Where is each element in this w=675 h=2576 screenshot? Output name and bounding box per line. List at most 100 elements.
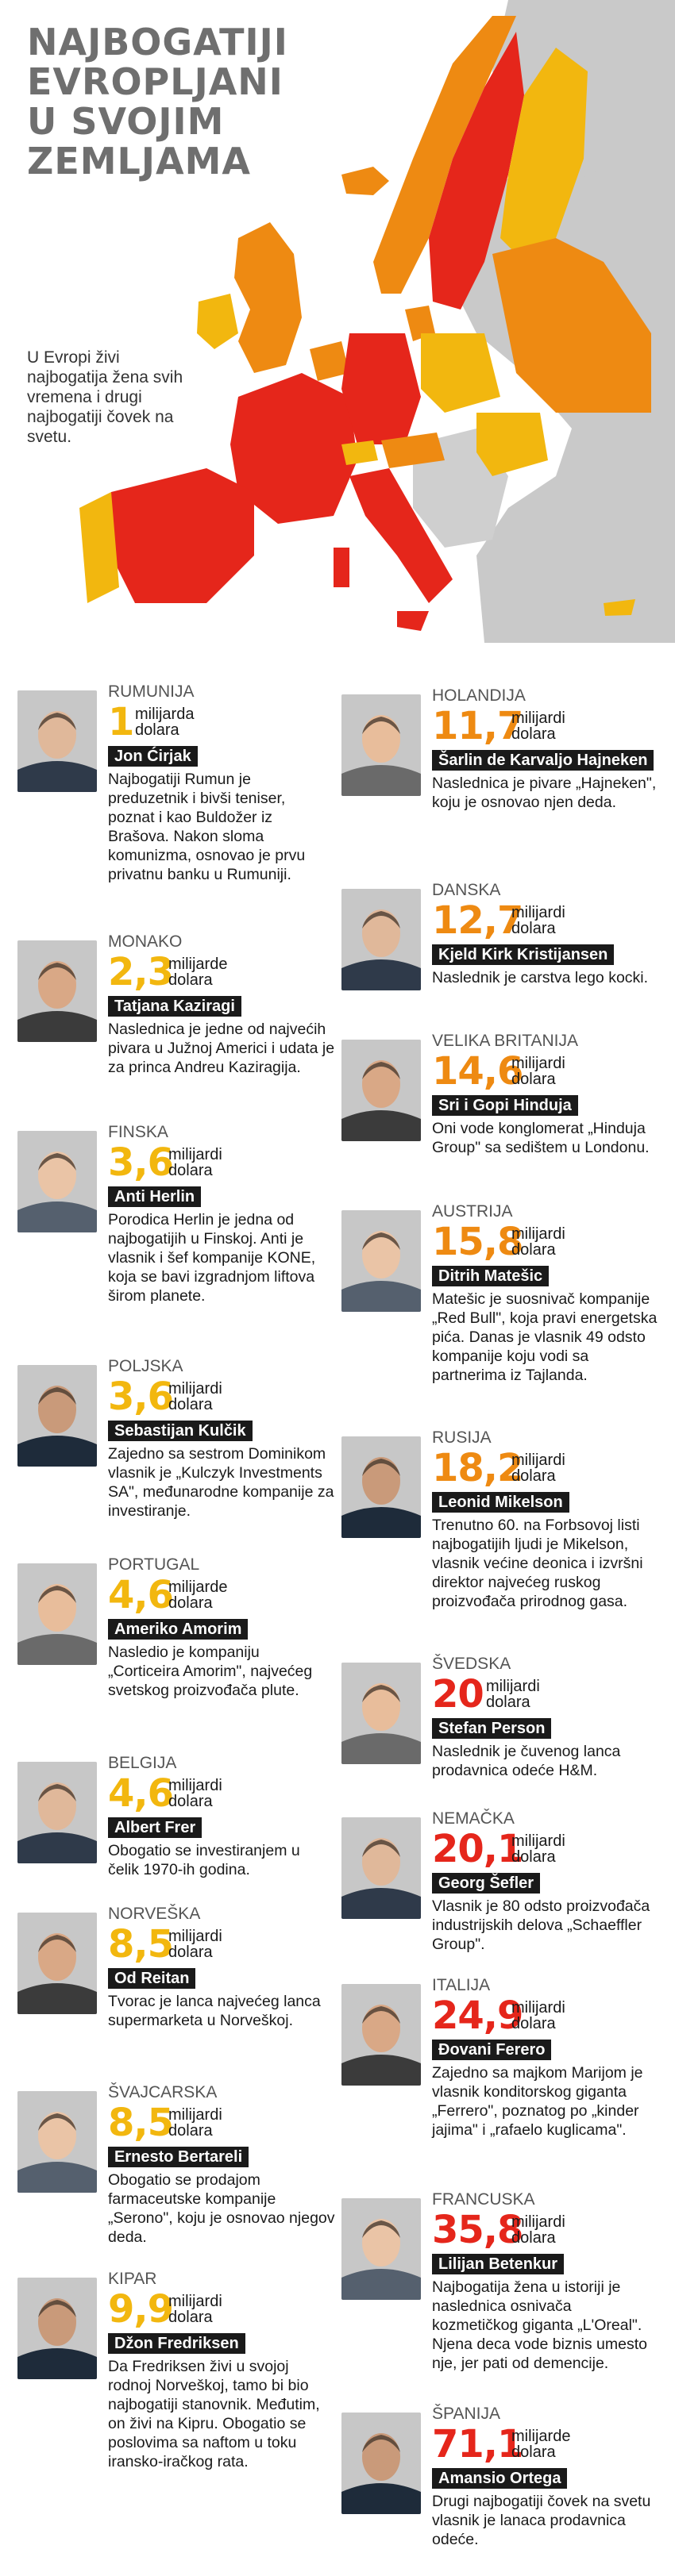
person-name: Tatjana Kaziragi [108,996,241,1017]
person-description: Porodica Herlin je jedna od najbogatijih… [108,1211,316,1305]
person-photo [341,1040,421,1141]
person-name: Šarlin de Karvaljo Hajneken [432,750,654,771]
person-name: Sebastijan Kulčik [108,1421,253,1441]
person-photo [17,1131,97,1232]
wealth-amount: 4,6 [108,1771,174,1816]
person-name: Džon Fredriksen [108,2333,245,2354]
person-name: Ameriko Amorim [108,1619,249,1640]
wealth-amount: 24,9 [432,1994,523,2038]
person-description: Obogatio se prodajom farmaceutske kompan… [108,2171,335,2246]
country-label: PORTUGAL [108,1555,200,1574]
map-region-france [230,373,357,524]
map-region-norway [373,16,516,294]
map-region-spain [111,468,254,603]
intro-text: U Evropi živi najbogatija žena svih vrem… [27,348,183,446]
wealth-amount: 12,7 [432,898,523,943]
wealth-amount: 20,1 [432,1827,523,1871]
person-name: Stefan Person [432,1718,552,1739]
map-region-iceland [341,167,389,195]
country-label: FINSKA [108,1123,168,1141]
title-line: U SVOJIM [27,100,225,143]
person-name: Anti Herlin [108,1186,202,1207]
person-name: Albert Frer [108,1817,202,1838]
person-photo [17,1365,97,1467]
hero-section: NAJBOGATIJI EVROPLJANI U SVOJIM ZEMLJAMA… [0,0,675,643]
person-description: Tvorac je lanca najvećeg lanca supermark… [108,1993,321,2029]
person-photo [17,1563,97,1665]
europe-map [79,0,675,643]
map-region-switzerland [341,440,378,465]
wealth-amount: 1 [108,700,134,744]
wealth-amount: 8,5 [108,2101,174,2145]
wealth-unit: milijardi dolara [511,1451,565,1485]
country-label: RUSIJA [432,1428,492,1447]
wealth-unit: milijardi dolara [168,1928,222,1961]
wealth-amount: 2,3 [108,950,174,994]
person-description: Najbogatiji Rumun je preduzetnik i bivši… [108,771,306,883]
map-region-romania [476,413,548,476]
map-region-sweden [429,32,524,310]
map-region-ireland [197,294,238,349]
wealth-amount: 71,1 [432,2422,523,2466]
person-photo [341,2413,421,2514]
person-photo [341,2198,421,2300]
person-photo [341,1984,421,2086]
person-description: Naslednica je pivare „Hajneken", koju je… [432,775,657,811]
person-description: Zajedno sa sestrom Dominikom vlasnik je … [108,1445,334,1520]
title-line: ZEMLJAMA [27,140,251,183]
wealth-unit: milijardi dolara [168,1146,222,1179]
person-name: Ernesto Bertareli [108,2147,249,2167]
country-label: HOLANDIJA [432,686,526,705]
person-photo [17,940,97,1042]
person-photo [341,1663,421,1764]
page-title: NAJBOGATIJI EVROPLJANI U SVOJIM ZEMLJAMA [27,22,345,181]
person-description: Oni vode konglomerat „Hinduja Group" sa … [432,1120,650,1156]
map-region-poland [421,333,500,413]
person-photo [17,2091,97,2193]
person-description: Nasledio je kompaniju „Corticeira Amorim… [108,1644,313,1699]
country-label: DANSKA [432,881,501,899]
wealth-unit: milijardi dolara [511,1999,565,2032]
country-label: ITALIJA [432,1976,491,1994]
person-description: Naslednica je jedne od najvećih pivara u… [108,1021,335,1076]
wealth-amount: 20 [432,1672,484,1717]
person-description: Naslednik je carstva lego kocki. [432,969,649,986]
country-label: ŠPANIJA [432,2405,500,2423]
wealth-amount: 35,8 [432,2208,523,2252]
person-description: Matešic je suosnivač kompanije „Red Bull… [432,1290,658,1384]
person-description: Najbogatija žena u istoriji je naslednic… [432,2278,647,2372]
wealth-amount: 3,6 [108,1140,174,1185]
wealth-unit: milijardi dolara [511,1832,565,1866]
country-label: MONAKO [108,932,183,951]
person-description: Obogatio se investiranjem u čelik 1970-i… [108,1842,300,1878]
country-label: VELIKA BRITANIJA [432,1032,579,1050]
person-name: Jon Ćirjak [108,746,198,767]
person-name: Amansio Ortega [432,2468,568,2489]
wealth-unit: milijardi dolara [168,1777,222,1810]
country-label: FRANCUSKA [432,2190,535,2209]
person-description: Da Fredriksen živi u svojoj rodnoj Norve… [108,2358,320,2470]
wealth-unit: milijardi dolara [511,1225,565,1259]
person-photo [341,889,421,990]
map-region-denmark [405,306,435,341]
country-label: KIPAR [108,2270,157,2288]
country-label: RUMUNIJA [108,682,195,701]
person-description: Zajedno sa majkom Marijom je vlasnik kon… [432,2064,643,2139]
map-region-finland [500,48,588,262]
wealth-unit: milijarde dolara [168,1578,228,1612]
person-name: Đovani Ferero [432,2040,552,2060]
wealth-unit: milijarde dolara [168,955,228,989]
wealth-unit: milijardi dolara [511,1055,565,1088]
wealth-unit: milijardi dolara [486,1678,540,1711]
wealth-unit: milijardi dolara [511,904,565,937]
person-photo [341,1436,421,1538]
person-description: Drugi najbogatiji čovek na svetu vlasnik… [432,2493,651,2548]
country-label: AUSTRIJA [432,1202,513,1221]
person-name: Ditrih Matešic [432,1266,550,1286]
person-photo [17,1913,97,2014]
person-photo [17,1762,97,1863]
wealth-amount: 4,6 [108,1573,174,1617]
wealth-amount: 18,2 [432,1446,523,1490]
wealth-unit: milijardi dolara [511,2213,565,2247]
title-line: EVROPLJANI [27,60,284,103]
